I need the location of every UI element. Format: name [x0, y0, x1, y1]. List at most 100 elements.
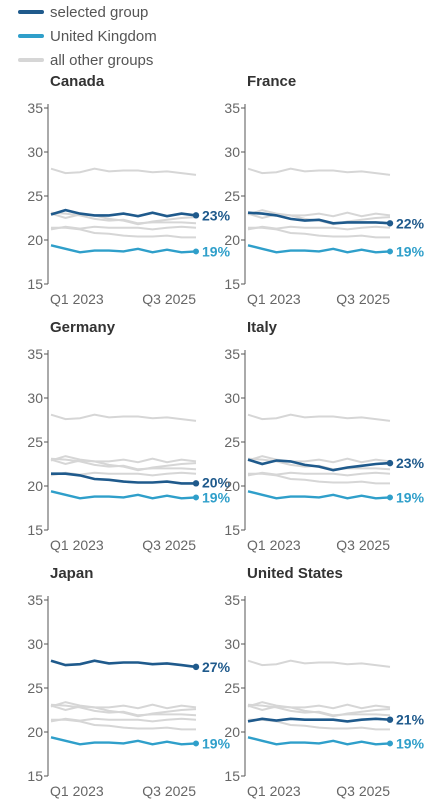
x-tick-label-germany-start: Q1 2023 [50, 537, 104, 553]
y-tick-label-germany-35: 35 [27, 346, 43, 362]
y-tick-label-germany-30: 30 [27, 390, 43, 406]
x-tick-label-japan-start: Q1 2023 [50, 783, 104, 799]
panel-title-japan: Japan [50, 565, 93, 582]
series-line-other-germany-canada [50, 455, 197, 464]
end-label-selected-france: 22% [396, 215, 425, 231]
end-point-uk-canada [193, 248, 199, 255]
end-point-selected-united-states [386, 716, 394, 723]
series-line-other-france-united-states [247, 225, 391, 231]
series-line-selected-italy [247, 458, 391, 472]
panel-title-italy: Italy [247, 319, 278, 336]
y-tick-label-italy-35: 35 [224, 346, 240, 362]
end-point-uk-france [387, 248, 393, 255]
legend: selected group United Kingdom all other … [18, 0, 157, 72]
end-label-uk-canada: 19% [202, 243, 231, 259]
legend-swatch-others [18, 58, 44, 62]
y-tick-label-france-20: 20 [224, 232, 240, 248]
y-tick-label-italy-15: 15 [224, 522, 240, 538]
series-line-uk-japan [50, 736, 197, 746]
x-tick-label-france-end: Q3 2025 [336, 291, 390, 307]
series-line-other-canada-japan [50, 167, 197, 176]
series-line-other-italy-canada [247, 455, 391, 464]
end-point-uk-united-states [387, 740, 393, 747]
x-tick-label-canada-start: Q1 2023 [50, 291, 104, 307]
panel-title-france: France [247, 73, 296, 90]
y-tick-label-japan-35: 35 [27, 592, 43, 608]
series-line-other-canada-germany [51, 226, 196, 239]
end-point-selected-france [386, 220, 394, 227]
end-label-uk-japan: 19% [202, 735, 231, 751]
legend-label-selected: selected group [50, 3, 149, 21]
series-line-other-france-germany [248, 226, 390, 239]
series-line-other-germany-japan [50, 413, 197, 422]
y-tick-label-italy-20: 20 [224, 478, 240, 494]
end-label-uk-france: 19% [396, 243, 425, 259]
end-point-selected-canada [192, 212, 200, 219]
series-line-other-japan-united-states [50, 717, 197, 723]
y-tick-label-united-states-20: 20 [224, 724, 240, 740]
panel-title-canada: Canada [50, 73, 105, 90]
series-line-other-italy-united-states [247, 471, 391, 477]
panel-title-germany: Germany [50, 319, 116, 336]
end-label-uk-germany: 19% [202, 489, 231, 505]
x-tick-label-united-states-start: Q1 2023 [247, 783, 301, 799]
y-tick-label-italy-30: 30 [224, 390, 240, 406]
series-line-other-united-states-italy [247, 704, 391, 718]
end-label-uk-united-states: 19% [396, 735, 425, 751]
end-point-uk-italy [387, 494, 393, 501]
end-label-selected-italy: 23% [396, 455, 425, 471]
series-line-uk-canada [50, 244, 197, 254]
x-tick-label-japan-end: Q3 2025 [142, 783, 196, 799]
y-tick-label-france-30: 30 [224, 144, 240, 160]
legend-label-others: all other groups [50, 51, 154, 69]
series-line-uk-france [247, 244, 391, 254]
x-tick-label-italy-start: Q1 2023 [247, 537, 301, 553]
y-tick-label-canada-25: 25 [27, 188, 43, 204]
series-line-other-italy-germany [248, 472, 390, 485]
legend-label-uk: United Kingdom [50, 27, 157, 45]
y-tick-label-japan-15: 15 [27, 768, 43, 784]
series-line-other-united-states-germany [248, 718, 390, 731]
series-line-other-united-states-japan [247, 659, 391, 668]
x-tick-label-germany-end: Q3 2025 [142, 537, 196, 553]
y-tick-label-japan-25: 25 [27, 680, 43, 696]
end-point-selected-germany [192, 480, 200, 487]
end-point-selected-japan [192, 663, 200, 671]
series-line-selected-france [247, 211, 391, 225]
series-line-selected-germany [51, 472, 196, 485]
series-line-other-germany-italy [50, 458, 197, 472]
y-tick-label-france-15: 15 [224, 276, 240, 292]
end-label-selected-germany: 20% [202, 474, 231, 490]
x-tick-label-canada-end: Q3 2025 [142, 291, 196, 307]
series-line-other-france-canada [247, 209, 391, 218]
series-line-other-canada-united-states [50, 225, 197, 231]
y-tick-label-germany-25: 25 [27, 434, 43, 450]
y-tick-label-france-25: 25 [224, 188, 240, 204]
y-tick-label-germany-20: 20 [27, 478, 43, 494]
series-line-other-japan-germany [51, 718, 196, 731]
series-line-uk-italy [247, 490, 391, 500]
x-tick-label-france-start: Q1 2023 [247, 291, 301, 307]
end-label-selected-united-states: 21% [396, 712, 425, 728]
end-point-uk-germany [193, 494, 199, 501]
panel-title-united-states: United States [247, 565, 343, 582]
series-line-other-japan-canada [50, 701, 197, 710]
y-tick-label-united-states-25: 25 [224, 680, 240, 696]
series-line-other-united-states-canada [247, 701, 391, 710]
series-line-other-france-japan [247, 167, 391, 176]
end-point-uk-japan [193, 740, 199, 747]
end-label-selected-canada: 23% [202, 207, 231, 223]
legend-swatch-selected [18, 10, 44, 14]
series-line-selected-japan [50, 659, 197, 669]
y-tick-label-canada-30: 30 [27, 144, 43, 160]
series-line-other-canada-italy [50, 212, 197, 226]
x-tick-label-united-states-end: Q3 2025 [336, 783, 390, 799]
y-tick-label-united-states-35: 35 [224, 592, 240, 608]
y-tick-label-canada-35: 35 [27, 100, 43, 116]
legend-item-others: all other groups [18, 48, 157, 72]
y-tick-label-france-35: 35 [224, 100, 240, 116]
y-tick-label-japan-20: 20 [27, 724, 43, 740]
series-line-other-japan-italy [50, 704, 197, 718]
